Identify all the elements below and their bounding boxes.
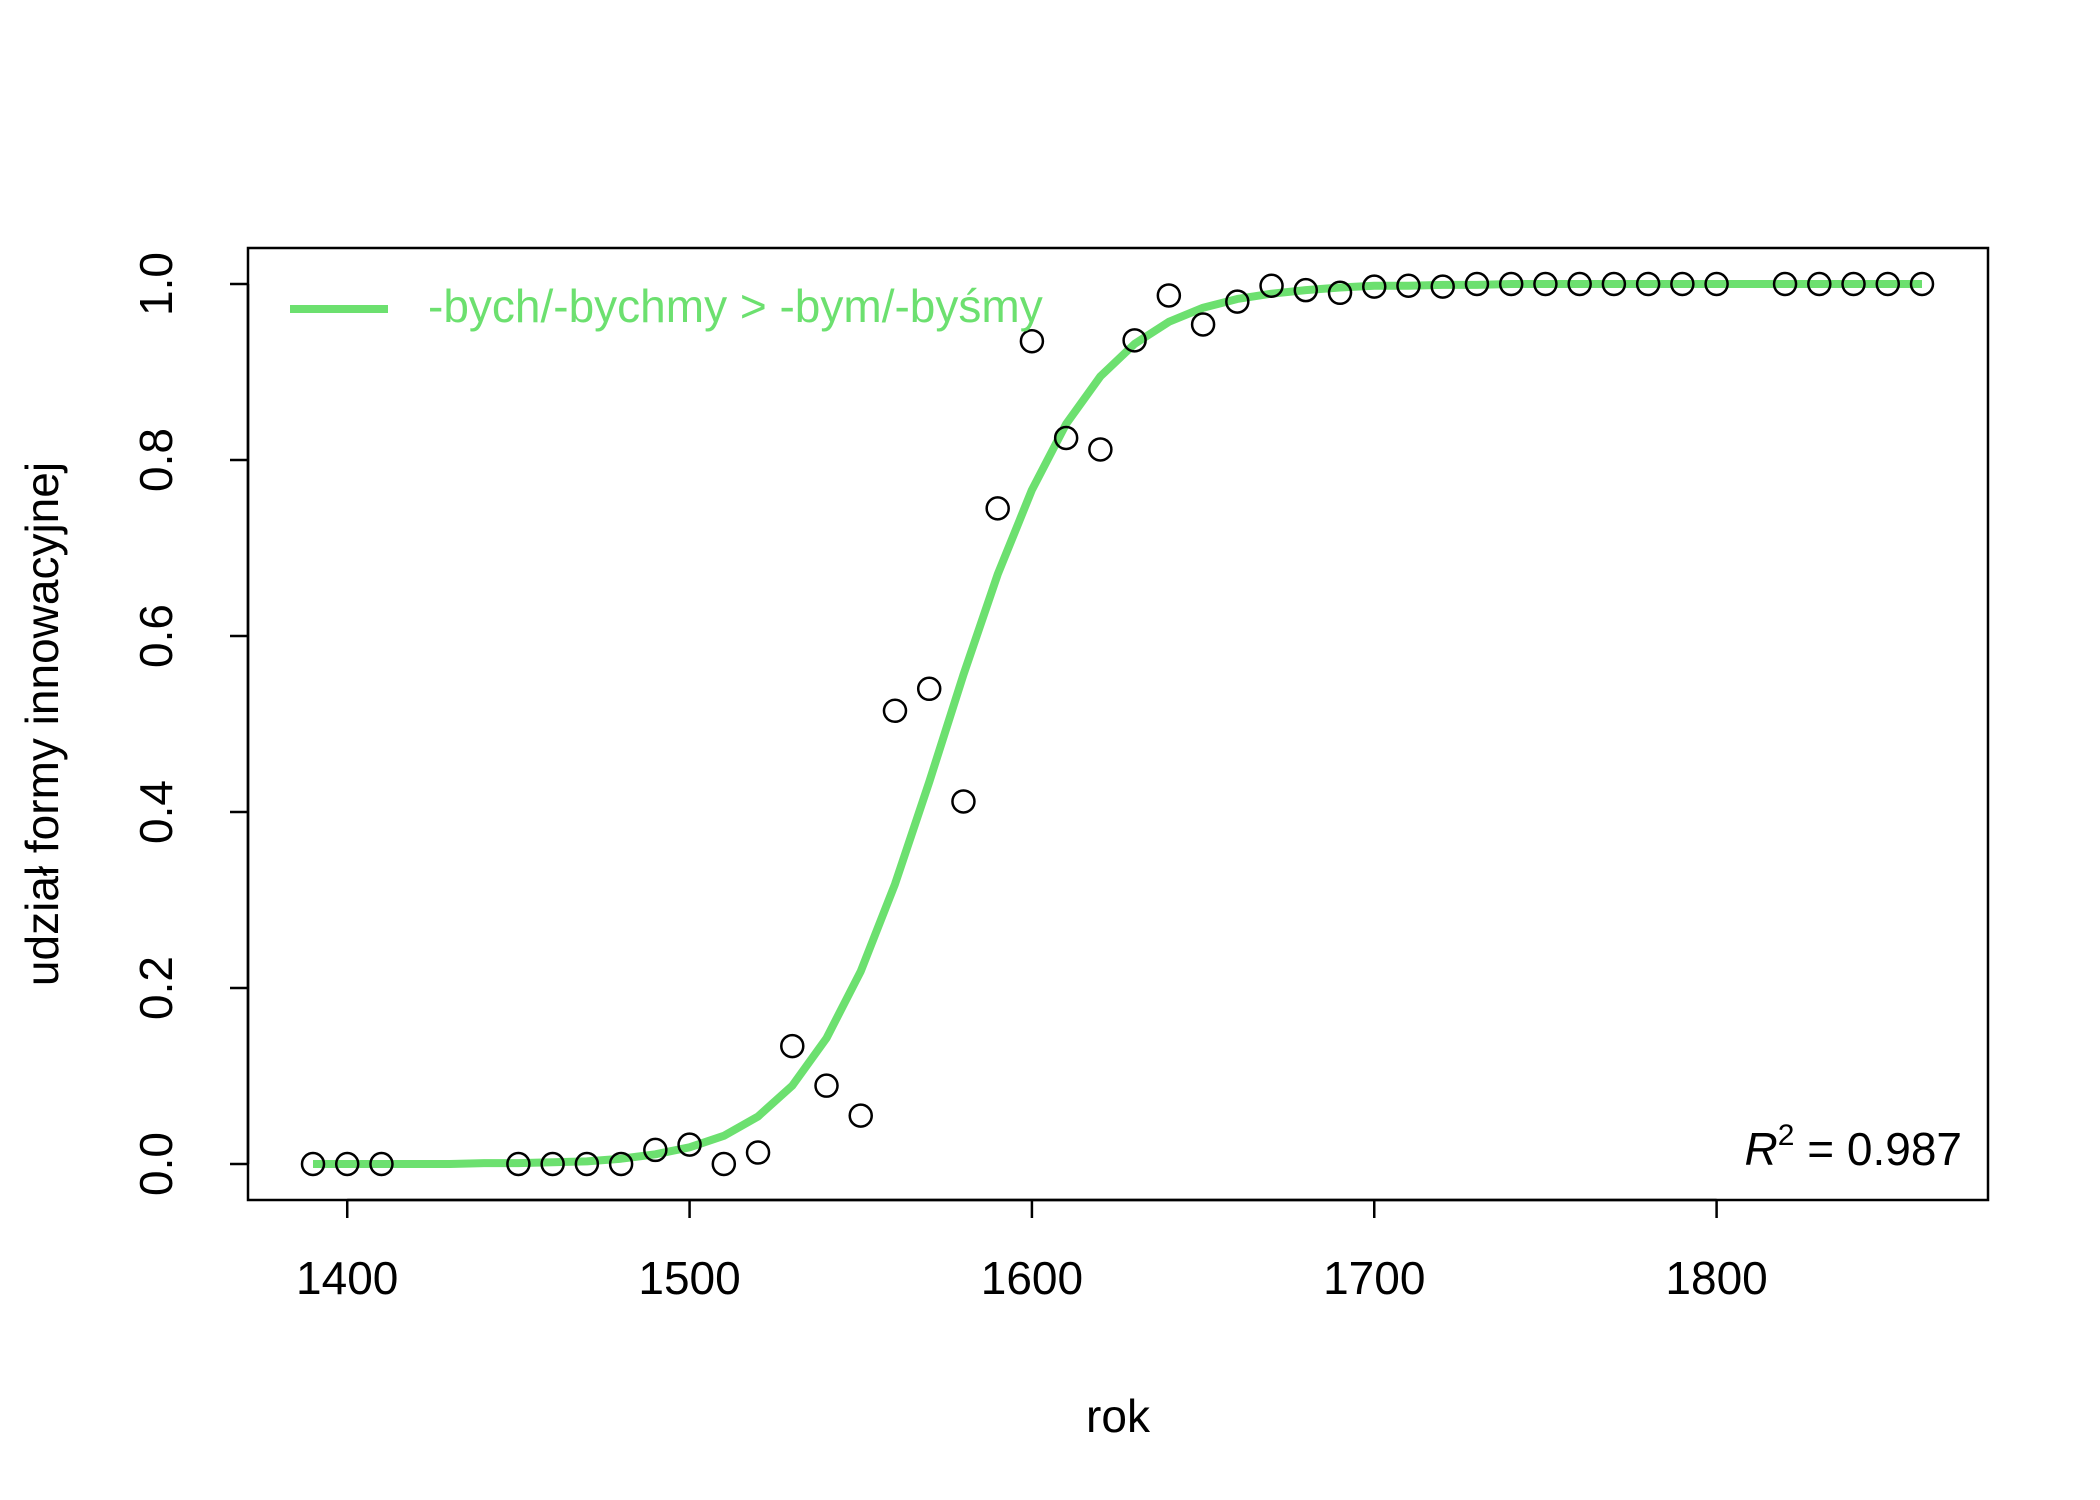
- data-point: [951, 789, 976, 814]
- data-point: [1122, 328, 1147, 353]
- data-point: [1464, 271, 1490, 297]
- r-value: = 0.987: [1794, 1123, 1962, 1175]
- y-tick-label: 0.2: [130, 956, 182, 1020]
- y-axis: 0.0 0.2 0.4 0.6 0.8 1.0: [130, 252, 250, 1196]
- y-axis-label: udział formy innowacyjnej: [16, 462, 68, 986]
- data-point: [1498, 271, 1524, 297]
- data-point: [574, 1151, 600, 1177]
- data-point: [1225, 289, 1250, 314]
- x-axis-label: rok: [1086, 1390, 1151, 1442]
- data-point: [848, 1103, 873, 1128]
- data-point: [334, 1151, 360, 1177]
- x-tick-label: 1600: [981, 1252, 1083, 1304]
- data-point: [1704, 271, 1729, 297]
- data-point: [608, 1151, 634, 1177]
- data-point: [780, 1033, 805, 1059]
- data-point: [916, 676, 942, 702]
- data-point: [985, 496, 1010, 521]
- data-point: [300, 1151, 326, 1177]
- data-point: [1156, 283, 1182, 308]
- y-tick-label: 0.8: [130, 428, 182, 492]
- data-point: [1327, 280, 1353, 306]
- y-tick-label: 0.4: [130, 780, 182, 844]
- data-point: [1772, 271, 1798, 297]
- data-point: [1430, 274, 1455, 299]
- legend-label: -bych/-bychmy > -bym/-byśmy: [428, 280, 1043, 332]
- x-tick-label: 1700: [1323, 1252, 1425, 1304]
- data-point: [1841, 271, 1866, 297]
- data-point: [540, 1151, 565, 1177]
- data-point: [1088, 437, 1113, 462]
- data-point: [1807, 271, 1832, 297]
- data-point: [814, 1073, 839, 1098]
- data-point: [369, 1151, 394, 1177]
- legend: -bych/-bychmy > -bym/-byśmy: [290, 280, 1043, 332]
- data-point: [643, 1137, 668, 1163]
- data-point: [1670, 271, 1695, 297]
- data-point: [1053, 425, 1079, 451]
- data-point: [882, 698, 908, 724]
- y-tick-label: 0.6: [130, 604, 182, 668]
- data-point: [1259, 273, 1284, 299]
- x-tick-label: 1500: [638, 1252, 740, 1304]
- x-tick-label: 1800: [1665, 1252, 1767, 1304]
- points-layer: [300, 271, 1935, 1177]
- data-point: [677, 1132, 702, 1157]
- fit-curve: [313, 280, 1922, 1168]
- data-point: [1909, 271, 1935, 297]
- data-point: [1190, 312, 1216, 337]
- data-point: [1533, 271, 1558, 297]
- fit-curve-layer: [313, 280, 1922, 1168]
- y-tick-label: 0.0: [130, 1132, 182, 1196]
- data-point: [1019, 328, 1045, 354]
- data-point: [1875, 271, 1901, 297]
- r-exponent: 2: [1778, 1119, 1795, 1152]
- x-axis: 1400 1500 1600 1700 1800: [296, 1198, 1768, 1304]
- data-point: [1601, 271, 1627, 297]
- data-point: [711, 1151, 737, 1177]
- x-tick-label: 1400: [296, 1252, 398, 1304]
- data-point: [745, 1140, 771, 1165]
- data-point: [506, 1151, 531, 1177]
- data-point: [1567, 271, 1592, 297]
- r-symbol: R: [1745, 1123, 1778, 1175]
- data-point: [1293, 277, 1319, 303]
- data-point: [1635, 271, 1661, 297]
- data-point: [1362, 274, 1387, 299]
- y-tick-label: 1.0: [130, 252, 182, 316]
- data-point: [1396, 273, 1421, 299]
- r-squared-annotation: R2 = 0.987: [1745, 1119, 1962, 1175]
